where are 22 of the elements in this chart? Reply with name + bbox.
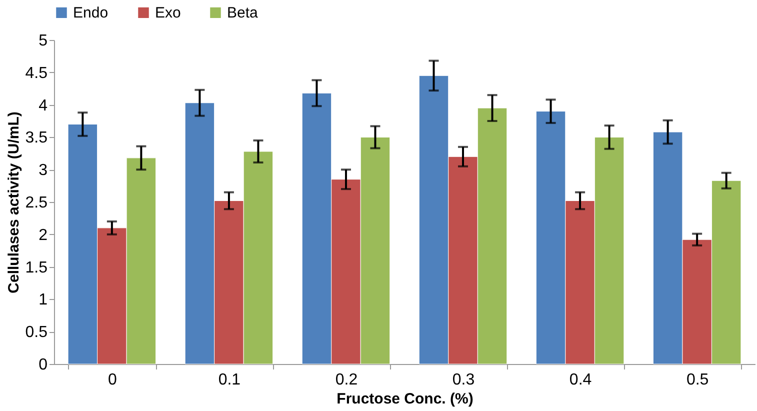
y-tick-label: 3 [38, 162, 48, 180]
x-tick-label: 0.4 [569, 372, 592, 388]
legend-label: Exo [155, 4, 181, 22]
y-axis-title: Cellulases activity (U/mL) [5, 112, 22, 294]
y-tick-label: 5 [38, 32, 48, 50]
legend-label: Beta [227, 4, 259, 22]
x-tick-label: 0.3 [452, 372, 475, 388]
y-tick-label: 4 [38, 97, 48, 114]
y-tick-label: 1 [38, 292, 48, 309]
y-tick-label: 4.5 [25, 64, 48, 82]
y-tick-label: 1.5 [25, 259, 48, 276]
x-axis-title: Fructose Conc. (%) [336, 390, 474, 408]
y-tick-label: 0.5 [25, 324, 48, 342]
x-tick-label: 0.5 [686, 372, 709, 388]
y-tick-label: 0 [38, 356, 48, 374]
y-tick-label: 2.5 [25, 194, 48, 212]
legend-label: Endo [73, 4, 108, 22]
y-tick-label: 3.5 [25, 130, 48, 147]
x-tick-label: 0.2 [335, 372, 358, 388]
x-tick-label: 0 [108, 372, 117, 388]
y-tick-label: 2 [38, 226, 48, 244]
x-tick-label: 0.1 [218, 372, 241, 388]
